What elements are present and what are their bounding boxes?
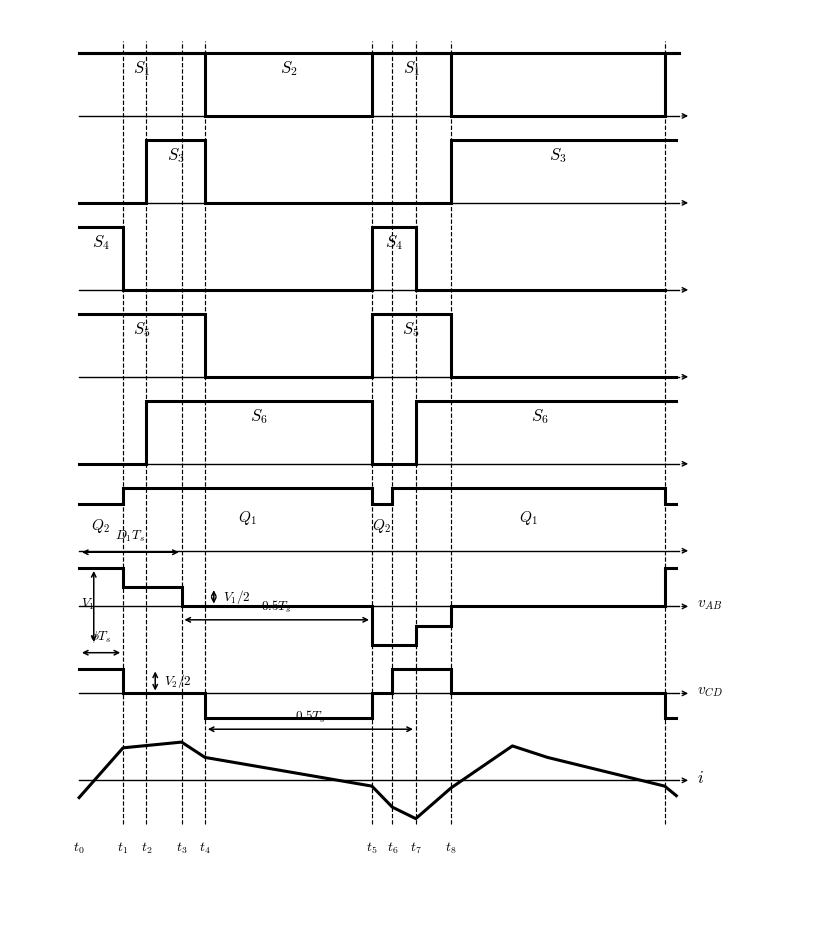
Text: $t_1$: $t_1$	[117, 841, 129, 856]
Text: $t_8$: $t_8$	[445, 841, 457, 856]
Text: $t_7$: $t_7$	[410, 841, 422, 856]
Text: $v_{CD}$: $v_{CD}$	[697, 685, 723, 699]
Text: $t_3$: $t_3$	[176, 841, 187, 856]
Text: $S_6$: $S_6$	[250, 407, 268, 426]
Text: $i$: $i$	[697, 770, 704, 787]
Text: $t_4$: $t_4$	[199, 841, 211, 856]
Text: $v_{AB}$: $v_{AB}$	[697, 597, 722, 611]
Text: $V_1$: $V_1$	[81, 597, 94, 612]
Text: $S_5$: $S_5$	[402, 320, 420, 340]
Text: $t_5$: $t_5$	[366, 841, 378, 856]
Text: $\phi T_s$: $\phi T_s$	[90, 629, 112, 645]
Text: $Q_2$: $Q_2$	[373, 516, 392, 534]
Text: $D_1T_s$: $D_1T_s$	[116, 529, 146, 544]
Text: $Q_1$: $Q_1$	[238, 509, 256, 527]
Text: $S_3$: $S_3$	[167, 146, 185, 165]
Text: $S_2$: $S_2$	[280, 60, 297, 78]
Text: $S_1$: $S_1$	[133, 60, 151, 78]
Text: $S_1$: $S_1$	[403, 60, 420, 78]
Text: $S_3$: $S_3$	[549, 146, 567, 165]
Text: $t_6$: $t_6$	[387, 841, 398, 856]
Text: $V_2/2$: $V_2/2$	[164, 672, 191, 690]
Text: $Q_2$: $Q_2$	[91, 516, 110, 534]
Text: $S_4$: $S_4$	[385, 234, 402, 252]
Text: $t_0$: $t_0$	[73, 841, 85, 856]
Text: $0.5T_s$: $0.5T_s$	[295, 708, 326, 725]
Text: $Q_1$: $Q_1$	[519, 509, 537, 527]
Text: $S_4$: $S_4$	[92, 234, 110, 252]
Text: $S_5$: $S_5$	[133, 320, 151, 340]
Text: $0.5T_s$: $0.5T_s$	[261, 599, 292, 615]
Text: $V_1/2$: $V_1/2$	[222, 588, 250, 606]
Text: $S_6$: $S_6$	[531, 407, 549, 426]
Text: $t_2$: $t_2$	[141, 841, 152, 856]
